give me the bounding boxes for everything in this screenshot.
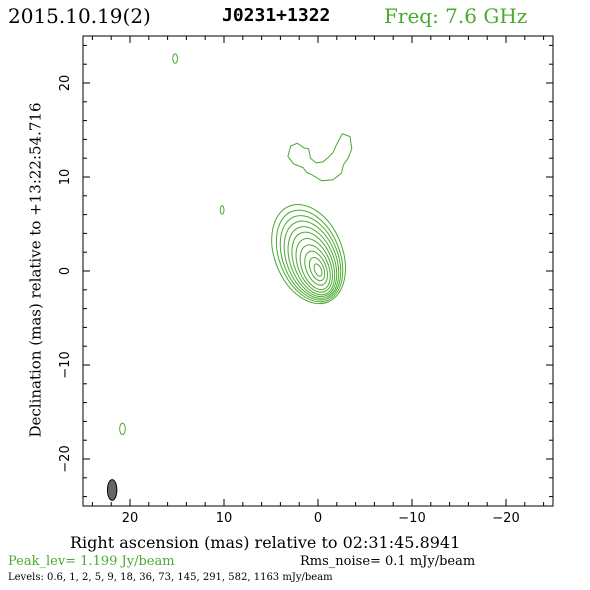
- contour-lines: [119, 53, 353, 436]
- core-contour: [275, 209, 344, 303]
- tick-labels: 20 10 0 −10 −20 20 10 0 −10 −20: [58, 75, 520, 526]
- plot-frame: [82, 35, 554, 507]
- core-contour: [304, 250, 328, 286]
- core-contour: [283, 220, 340, 299]
- map-date: 2015.10.19(2): [8, 4, 151, 28]
- y-tick-label: −20: [58, 445, 73, 472]
- plot-border: [82, 35, 554, 507]
- jet-feature-contour: [287, 133, 353, 182]
- x-tick-label: −10: [398, 511, 425, 526]
- contour-levels: Levels: 0.6, 1, 2, 5, 9, 18, 36, 73, 145…: [8, 572, 333, 583]
- core-contour: [313, 263, 323, 277]
- core-contour: [299, 244, 331, 291]
- x-tick-label: 10: [216, 511, 233, 526]
- core-contour: [295, 238, 333, 293]
- beam-shape: [106, 479, 118, 501]
- core-contour: [291, 231, 336, 296]
- core-contour: [308, 257, 326, 282]
- y-tick-label: 20: [58, 75, 73, 92]
- source-name: J0231+1322: [222, 5, 331, 26]
- contour-blob: [219, 205, 225, 215]
- core-contour: [279, 215, 342, 301]
- y-tick-label: 10: [58, 169, 73, 186]
- x-tick-label: 0: [314, 511, 322, 526]
- frequency-label: Freq: 7.6 GHz: [384, 4, 528, 28]
- beam-ellipse: [106, 479, 118, 501]
- core-contour: [271, 203, 346, 305]
- core-contour: [287, 226, 338, 298]
- axis-ticks: [83, 36, 553, 506]
- x-tick-label: 20: [122, 511, 139, 526]
- y-tick-label: 0: [58, 267, 73, 275]
- y-tick-label: −10: [58, 351, 73, 378]
- peak-level: Peak_lev= 1.199 Jy/beam: [8, 554, 175, 569]
- x-tick-label: −20: [492, 511, 519, 526]
- contour-blob: [172, 53, 178, 64]
- rms-noise: Rms_noise= 0.1 mJy/beam: [300, 554, 476, 569]
- x-axis-label: Right ascension (mas) relative to 02:31:…: [70, 533, 461, 552]
- contour-blob: [119, 422, 126, 436]
- y-axis-label: Declination (mas) relative to +13:22:54.…: [26, 102, 45, 438]
